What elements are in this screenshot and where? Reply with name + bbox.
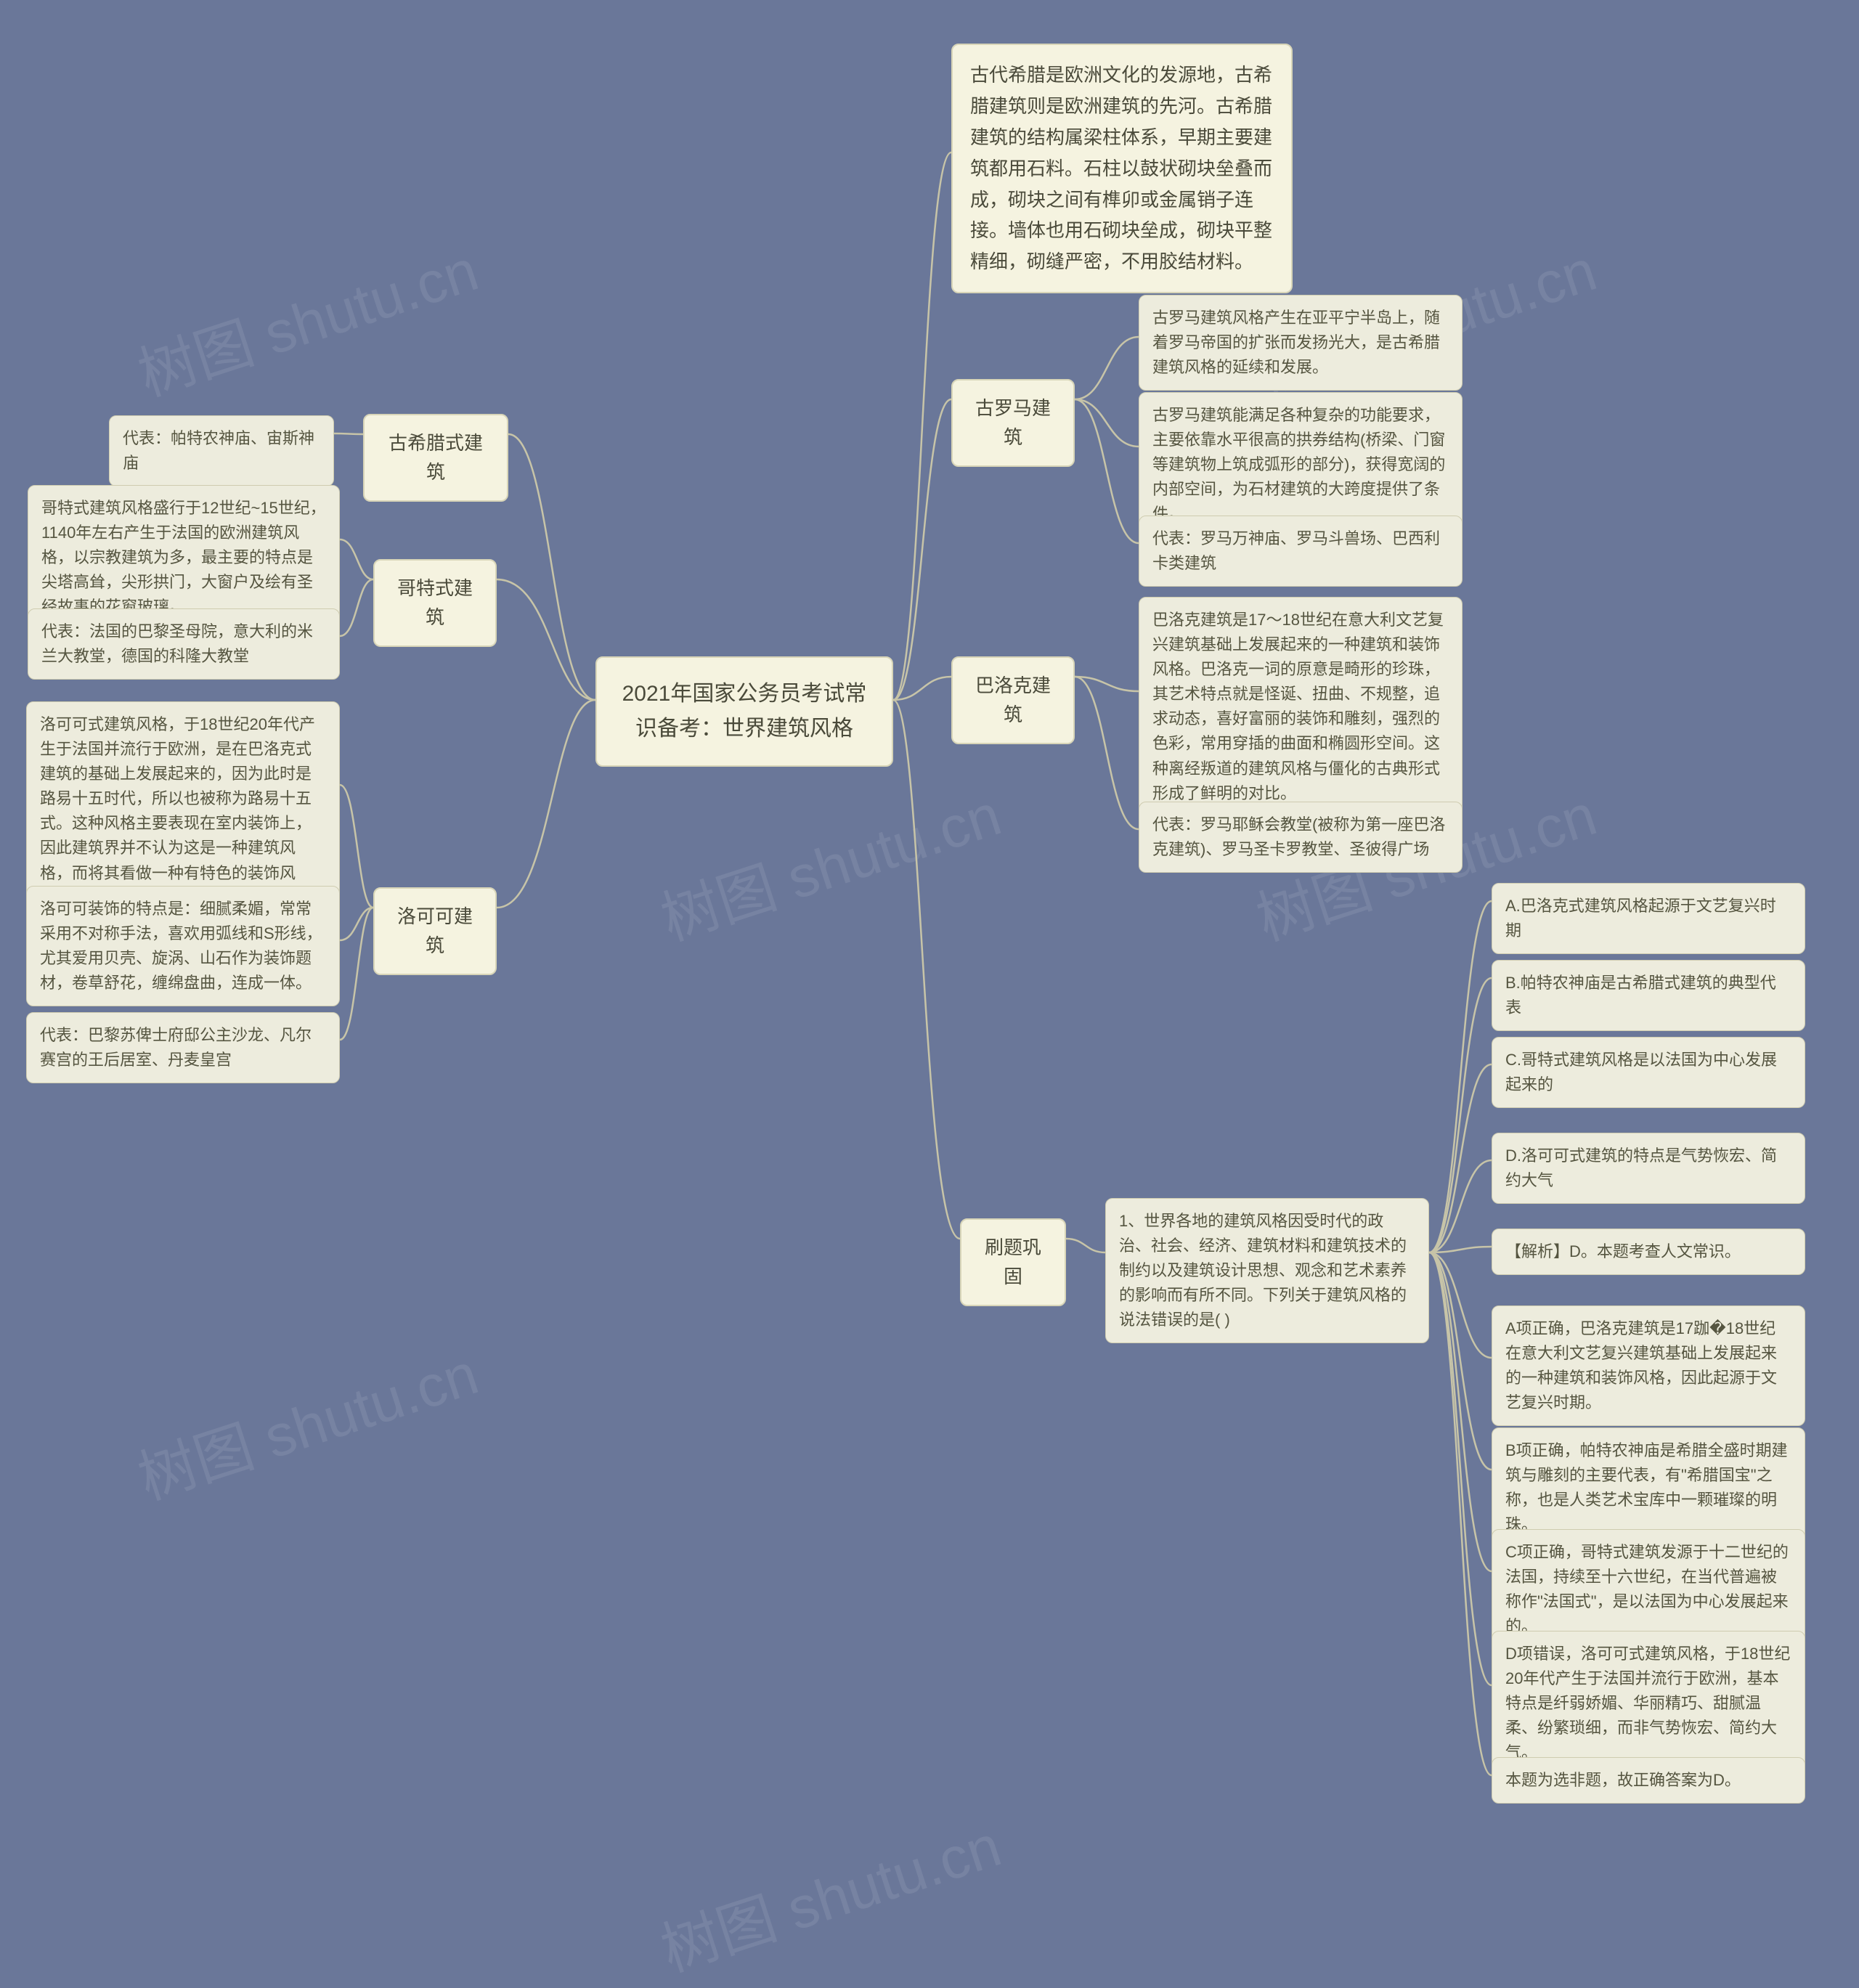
branch-quiz: 刷题巩固 (960, 1218, 1066, 1306)
leaf-baroque-1: 巴洛克建筑是17～18世纪在意大利文艺复兴建筑基础上发展起来的一种建筑和装饰风格… (1139, 597, 1463, 817)
watermark: 树图 shutu.cn (126, 1327, 487, 1516)
intro-node: 古代希腊是欧洲文化的发源地，古希腊建筑则是欧洲建筑的先河。古希腊建筑的结构属梁柱… (951, 44, 1293, 293)
watermark: 树图 shutu.cn (126, 224, 487, 412)
leaf-roman-1: 古罗马建筑风格产生在亚平宁半岛上，随着罗马帝国的扩张而发扬光大，是古希腊建筑风格… (1139, 295, 1463, 391)
branch-rococo: 洛可可建筑 (373, 887, 497, 975)
leaf-roman-3: 代表：罗马万神庙、罗马斗兽场、巴西利卡类建筑 (1139, 516, 1463, 587)
root-line2: 识备考：世界建筑风格 (635, 717, 853, 741)
root-node: 2021年国家公务员考试常 识备考：世界建筑风格 (595, 656, 893, 767)
leaf-quiz-b: B.帕特农神庙是古希腊式建筑的典型代表 (1492, 960, 1805, 1031)
branch-greek: 古希腊式建筑 (363, 414, 508, 502)
leaf-gothic-2: 代表：法国的巴黎圣母院，意大利的米兰大教堂，德国的科隆大教堂 (28, 608, 340, 680)
leaf-greek-rep: 代表：帕特农神庙、宙斯神庙 (109, 415, 334, 486)
leaf-quiz-a: A.巴洛克式建筑风格起源于文艺复兴时期 (1492, 883, 1805, 954)
leaf-quiz-q: 1、世界各地的建筑风格因受时代的政治、社会、经济、建筑材料和建筑技术的制约以及建… (1105, 1198, 1429, 1343)
watermark: 树图 shutu.cn (649, 1799, 1010, 1988)
leaf-quiz-final: 本题为选非题，故正确答案为D。 (1492, 1757, 1805, 1804)
leaf-baroque-2: 代表：罗马耶稣会教堂(被称为第一座巴洛克建筑)、罗马圣卡罗教堂、圣彼得广场 (1139, 802, 1463, 873)
leaf-quiz-ed: D项错误，洛可可式建筑风格，于18世纪20年代产生于法国并流行于欧洲，基本特点是… (1492, 1631, 1805, 1776)
branch-baroque: 巴洛克建筑 (951, 656, 1075, 744)
leaf-quiz-c: C.哥特式建筑风格是以法国为中心发展起来的 (1492, 1037, 1805, 1108)
leaf-rococo-2: 洛可可装饰的特点是：细腻柔媚，常常采用不对称手法，喜欢用弧线和S形线，尤其爱用贝… (26, 886, 340, 1006)
branch-gothic: 哥特式建筑 (373, 559, 497, 647)
leaf-rococo-3: 代表：巴黎苏俾士府邸公主沙龙、凡尔赛宫的王后居室、丹麦皇宫 (26, 1012, 340, 1083)
watermark: 树图 shutu.cn (649, 768, 1010, 957)
leaf-quiz-ea: A项正确，巴洛克建筑是17跏�18世纪在意大利文艺复兴建筑基础上发展起来的一种建… (1492, 1305, 1805, 1426)
branch-roman: 古罗马建筑 (951, 379, 1075, 467)
root-line1: 2021年国家公务员考试常 (622, 682, 867, 706)
leaf-quiz-d: D.洛可可式建筑的特点是气势恢宏、简约大气 (1492, 1133, 1805, 1204)
leaf-quiz-ans: 【解析】D。本题考查人文常识。 (1492, 1229, 1805, 1275)
